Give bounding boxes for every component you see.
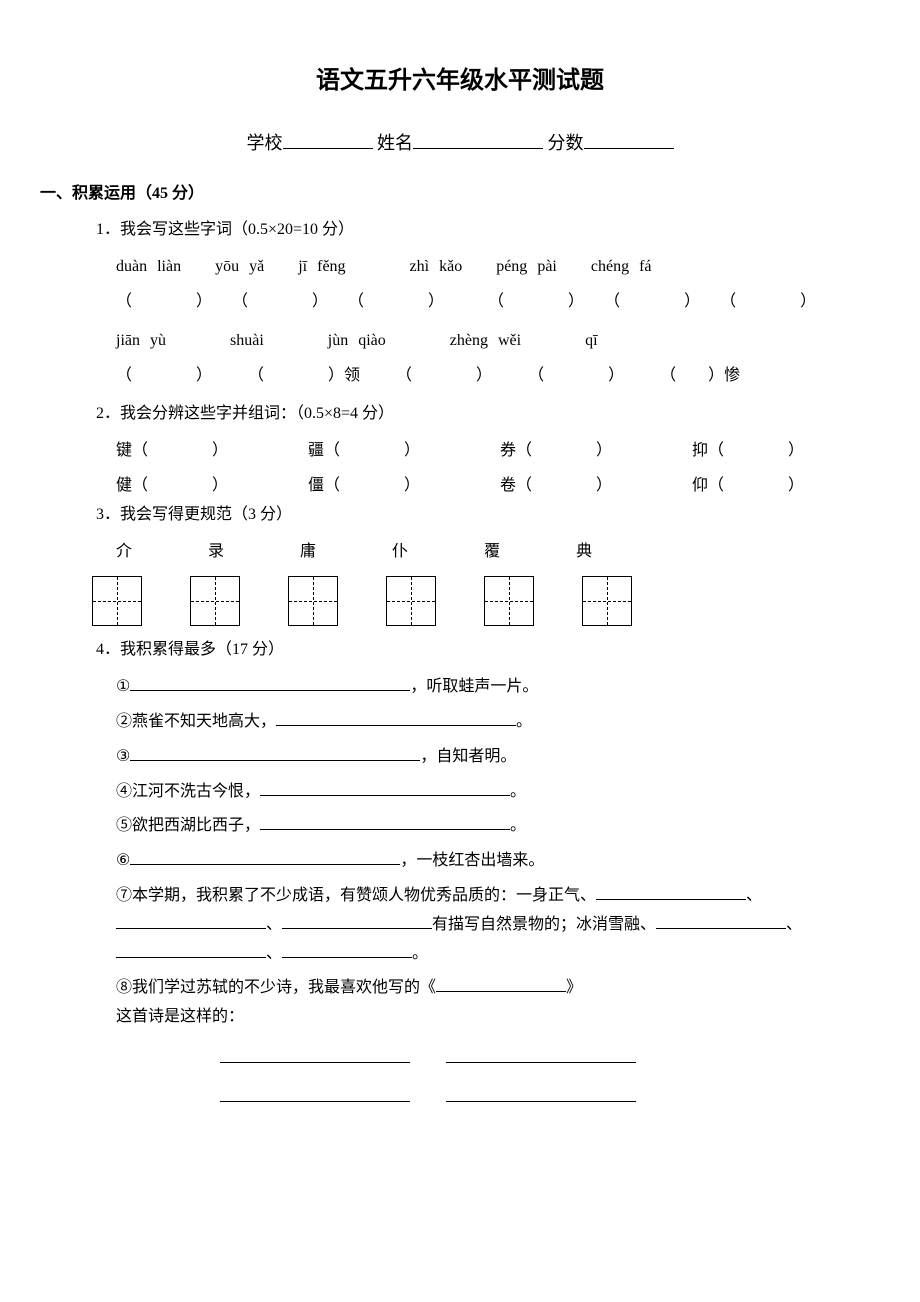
fill-blank[interactable] xyxy=(656,912,786,929)
tianzi-box[interactable] xyxy=(582,576,632,626)
school-blank[interactable] xyxy=(283,130,373,149)
zu-item[interactable]: 卷（ ） xyxy=(500,472,612,501)
q4-item-3: ③，自知者明。 xyxy=(116,743,880,772)
pinyin-group: zhìkǎo xyxy=(410,253,473,282)
answer-paren[interactable]: （ ） xyxy=(720,288,816,317)
q1-paren-row-2: （ ） （ ）领 （ ） （ ） （ ）惨 xyxy=(116,362,880,391)
answer-paren[interactable]: （ ）惨 xyxy=(660,362,740,391)
q3-char: 庸 xyxy=(300,538,316,567)
q3-char: 典 xyxy=(576,538,592,567)
tianzi-box[interactable] xyxy=(386,576,436,626)
q4-poem-lines xyxy=(220,1046,880,1102)
zu-item[interactable]: 键（ ） xyxy=(116,437,228,466)
pinyin-group: zhèngwěi xyxy=(450,327,531,356)
pinyin-group: shuài xyxy=(230,327,274,356)
fill-blank[interactable] xyxy=(276,709,516,726)
tianzi-box[interactable] xyxy=(92,576,142,626)
answer-paren[interactable]: （ ） xyxy=(488,288,584,317)
fill-blank[interactable] xyxy=(282,912,432,929)
answer-paren[interactable]: （ ） xyxy=(528,362,624,391)
zu-item[interactable]: 健（ ） xyxy=(116,472,228,501)
q4-item-5: ⑤欲把西湖比西子，。 xyxy=(116,812,880,841)
fill-blank[interactable] xyxy=(282,941,412,958)
q1-pinyin-row-1: duànliàn yōuyǎ jīfěng zhìkǎo péngpài ché… xyxy=(116,253,880,282)
score-label: 分数 xyxy=(548,133,584,153)
q2-row-2: 健（ ） 僵（ ） 卷（ ） 仰（ ） xyxy=(116,472,880,501)
page-title: 语文五升六年级水平测试题 xyxy=(40,60,880,103)
tianzi-box[interactable] xyxy=(190,576,240,626)
school-label: 学校 xyxy=(247,133,283,153)
fill-blank[interactable] xyxy=(446,1046,636,1063)
q3-boxes xyxy=(92,576,880,626)
zu-item[interactable]: 疆（ ） xyxy=(308,437,420,466)
answer-paren[interactable]: （ ） xyxy=(348,288,444,317)
q4-item-8: ⑧我们学过苏轼的不少诗，我最喜欢他写的《》 这首诗是这样的： xyxy=(116,974,880,1032)
fill-blank[interactable] xyxy=(260,813,510,830)
q1-label: 1．我会写这些字词（0.5×20=10 分） xyxy=(96,216,880,245)
pinyin-group: jīfěng xyxy=(298,253,355,282)
answer-paren[interactable]: （ ） xyxy=(116,362,212,391)
fill-blank[interactable] xyxy=(446,1085,636,1102)
q4-item-6: ⑥，一枝红杏出墙来。 xyxy=(116,847,880,876)
q1-paren-row-1: （ ） （ ） （ ） （ ） （ ） （ ） xyxy=(116,288,880,317)
zu-item[interactable]: 仰（ ） xyxy=(692,472,804,501)
pinyin-group: duànliàn xyxy=(116,253,191,282)
q3-char: 覆 xyxy=(484,538,500,567)
fill-blank[interactable] xyxy=(130,744,420,761)
pinyin-group: jiānyù xyxy=(116,327,176,356)
name-label: 姓名 xyxy=(377,133,413,153)
fill-blank[interactable] xyxy=(116,912,266,929)
q3-label: 3．我会写得更规范（3 分） xyxy=(96,501,880,530)
answer-paren[interactable]: （ ） xyxy=(232,288,328,317)
pinyin-group: chéngfá xyxy=(591,253,662,282)
name-blank[interactable] xyxy=(413,130,543,149)
pinyin-group: jùnqiào xyxy=(328,327,396,356)
answer-paren[interactable]: （ ） xyxy=(396,362,492,391)
fill-blank[interactable] xyxy=(596,883,746,900)
q3-char: 仆 xyxy=(392,538,408,567)
q3-char: 录 xyxy=(208,538,224,567)
fill-blank[interactable] xyxy=(130,848,400,865)
fill-blank[interactable] xyxy=(116,941,266,958)
pinyin-group: qī xyxy=(585,327,607,356)
pinyin-group: péngpài xyxy=(496,253,567,282)
q2-label: 2．我会分辨这些字并组词：（0.5×8=4 分） xyxy=(96,400,880,429)
fill-blank[interactable] xyxy=(220,1046,410,1063)
q4-item-4: ④江河不洗古今恨，。 xyxy=(116,778,880,807)
score-blank[interactable] xyxy=(584,130,674,149)
q3-char: 介 xyxy=(116,538,132,567)
q2-row-1: 键（ ） 疆（ ） 券（ ） 抑（ ） xyxy=(116,437,880,466)
q4-item-7: ⑦本学期，我积累了不少成语，有赞颂人物优秀品质的：一身正气、、 、有描写自然景物… xyxy=(116,882,880,968)
student-info-line: 学校 姓名 分数 xyxy=(40,127,880,159)
fill-blank[interactable] xyxy=(130,674,410,691)
tianzi-box[interactable] xyxy=(484,576,534,626)
section-1-heading: 一、积累运用（45 分） xyxy=(40,180,880,209)
q1-pinyin-row-2: jiānyù shuài jùnqiào zhèngwěi qī xyxy=(116,327,880,356)
pinyin-group: yōuyǎ xyxy=(215,253,274,282)
fill-blank[interactable] xyxy=(220,1085,410,1102)
answer-paren[interactable]: （ ） xyxy=(116,288,212,317)
q4-item-1: ①，听取蛙声一片。 xyxy=(116,673,880,702)
fill-blank[interactable] xyxy=(260,779,510,796)
zu-item[interactable]: 僵（ ） xyxy=(308,472,420,501)
q4-label: 4．我积累得最多（17 分） xyxy=(96,636,880,665)
zu-item[interactable]: 券（ ） xyxy=(500,437,612,466)
tianzi-box[interactable] xyxy=(288,576,338,626)
zu-item[interactable]: 抑（ ） xyxy=(692,437,804,466)
q4-item-2: ②燕雀不知天地高大，。 xyxy=(116,708,880,737)
answer-paren[interactable]: （ ）领 xyxy=(248,362,360,391)
fill-blank[interactable] xyxy=(436,975,566,992)
answer-paren[interactable]: （ ） xyxy=(604,288,700,317)
q3-chars: 介 录 庸 仆 覆 典 xyxy=(116,538,880,567)
